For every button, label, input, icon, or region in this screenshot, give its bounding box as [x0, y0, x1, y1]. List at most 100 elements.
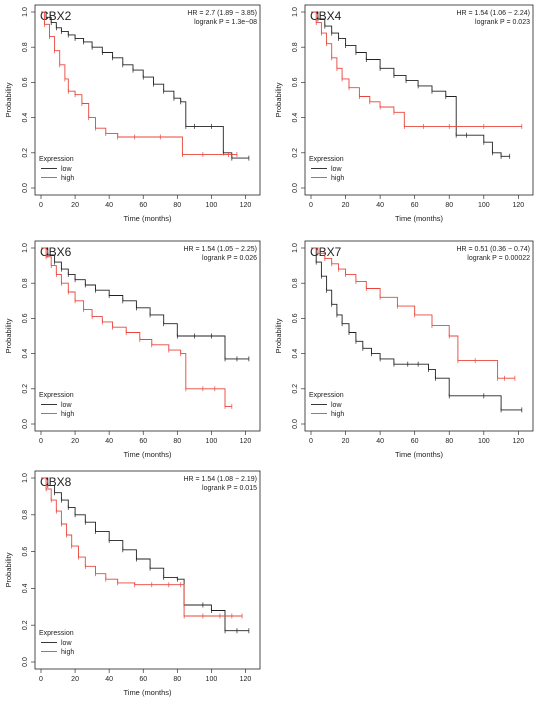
chart-title: CBX4 — [310, 9, 342, 23]
y-axis-title: Probability — [4, 82, 13, 117]
x-tick-label: 60 — [139, 438, 147, 445]
km-curve-high — [311, 247, 515, 379]
legend-title: Expression — [309, 392, 344, 399]
hr-annotation: HR = 1.54 (1.05 − 2.25) — [183, 246, 257, 253]
y-tick-label: 0.6 — [292, 77, 299, 87]
y-tick-label: 0.0 — [292, 419, 299, 429]
legend-title: Expression — [39, 156, 74, 163]
x-tick-label: 40 — [105, 202, 113, 209]
legend-label-high: high — [61, 411, 74, 418]
legend-title: Expression — [39, 630, 74, 637]
x-axis-title: Time (months) — [123, 688, 172, 697]
y-tick-label: 0.0 — [292, 183, 299, 193]
y-tick-label: 0.8 — [22, 510, 29, 520]
y-tick-label: 0.0 — [22, 183, 29, 193]
km-panel-cbx8: 0.0 0.2 0.4 0.6 0.8 1.0 0 20 40 60 80 100 120 Time (m… — [4, 470, 261, 697]
legend-label-high: high — [61, 175, 74, 182]
x-axis-title: Time (months) — [395, 450, 444, 459]
x-tick-label: 0 — [309, 202, 313, 209]
km-panel-cbx6: 0.0 0.2 0.4 0.6 0.8 1.0 0 20 40 60 80 100 120 Time (m… — [4, 240, 261, 459]
x-tick-label: 80 — [445, 438, 453, 445]
x-tick-label: 80 — [173, 438, 181, 445]
hr-annotation: HR = 1.54 (1.08 − 2.19) — [183, 476, 257, 483]
hr-annotation: HR = 2.7 (1.89 − 3.85) — [187, 10, 257, 17]
x-tick-label: 0 — [39, 202, 43, 209]
y-tick-label: 0.4 — [22, 113, 29, 123]
legend-label-low: low — [61, 166, 72, 173]
y-tick-label: 0.4 — [22, 349, 29, 359]
x-axis-title: Time (months) — [395, 214, 444, 223]
km-curve-high — [41, 247, 232, 407]
legend-label-high: high — [61, 649, 74, 656]
p-annotation: logrank P = 1.3e−08 — [194, 19, 257, 26]
x-tick-label: 100 — [206, 676, 218, 683]
y-tick-label: 0.0 — [22, 419, 29, 429]
y-tick-label: 0.6 — [22, 547, 29, 557]
x-tick-label: 0 — [39, 438, 43, 445]
x-tick-label: 0 — [309, 438, 313, 445]
y-axis-title: Probability — [4, 552, 13, 587]
legend-label-low: low — [331, 402, 342, 409]
x-tick-label: 100 — [478, 438, 490, 445]
y-tick-label: 0.6 — [292, 313, 299, 323]
p-annotation: logrank P = 0.023 — [475, 19, 530, 26]
km-curve-high — [41, 477, 243, 617]
plot-frame — [34, 4, 261, 196]
y-tick-label: 1.0 — [22, 7, 29, 17]
x-tick-label: 100 — [478, 202, 490, 209]
x-tick-label: 120 — [513, 438, 525, 445]
p-annotation: logrank P = 0.015 — [202, 485, 257, 492]
x-tick-label: 120 — [240, 202, 252, 209]
legend-label-low: low — [61, 402, 72, 409]
y-tick-label: 0.8 — [292, 278, 299, 288]
x-tick-label: 60 — [411, 202, 419, 209]
y-tick-label: 1.0 — [22, 473, 29, 483]
x-tick-label: 120 — [240, 438, 252, 445]
y-tick-label: 0.8 — [22, 278, 29, 288]
x-tick-label: 40 — [376, 438, 384, 445]
plot-frame — [34, 240, 261, 432]
y-tick-label: 0.4 — [22, 583, 29, 593]
x-tick-label: 40 — [376, 202, 384, 209]
x-tick-label: 60 — [139, 202, 147, 209]
x-tick-label: 20 — [342, 202, 350, 209]
y-tick-label: 0.2 — [22, 384, 29, 394]
x-tick-label: 20 — [71, 438, 79, 445]
x-tick-label: 80 — [445, 202, 453, 209]
y-tick-label: 1.0 — [292, 7, 299, 17]
plot-frame — [304, 240, 534, 432]
y-axis-title: Probability — [274, 82, 283, 117]
legend-title: Expression — [309, 156, 344, 163]
x-axis-title: Time (months) — [123, 450, 172, 459]
legend-label-low: low — [331, 166, 342, 173]
x-tick-label: 120 — [240, 676, 252, 683]
x-tick-label: 0 — [39, 676, 43, 683]
p-annotation: logrank P = 0.00022 — [467, 255, 530, 262]
legend-label-high: high — [331, 411, 344, 418]
y-tick-label: 0.2 — [22, 148, 29, 158]
x-tick-label: 80 — [173, 676, 181, 683]
y-tick-label: 0.2 — [292, 148, 299, 158]
y-tick-label: 1.0 — [292, 243, 299, 253]
x-tick-label: 100 — [206, 202, 218, 209]
x-tick-label: 120 — [513, 202, 525, 209]
km-curve-high — [41, 11, 237, 156]
y-tick-label: 1.0 — [22, 243, 29, 253]
x-tick-label: 100 — [206, 438, 218, 445]
chart-title: CBX8 — [40, 475, 72, 489]
p-annotation: logrank P = 0.026 — [202, 255, 257, 262]
y-tick-label: 0.8 — [292, 42, 299, 52]
chart-title: CBX7 — [310, 245, 342, 259]
x-tick-label: 20 — [71, 676, 79, 683]
y-tick-label: 0.6 — [22, 77, 29, 87]
y-tick-label: 0.0 — [22, 657, 29, 667]
y-tick-label: 0.2 — [292, 384, 299, 394]
y-axis-title: Probability — [4, 318, 13, 353]
km-panel-cbx2: 0.0 0.2 0.4 0.6 0.8 1.0 0 20 40 60 80 100 120 Time (m… — [4, 4, 261, 223]
x-tick-label: 60 — [411, 438, 419, 445]
plot-frame — [34, 470, 261, 670]
y-tick-label: 0.6 — [22, 313, 29, 323]
y-tick-label: 0.4 — [292, 113, 299, 123]
